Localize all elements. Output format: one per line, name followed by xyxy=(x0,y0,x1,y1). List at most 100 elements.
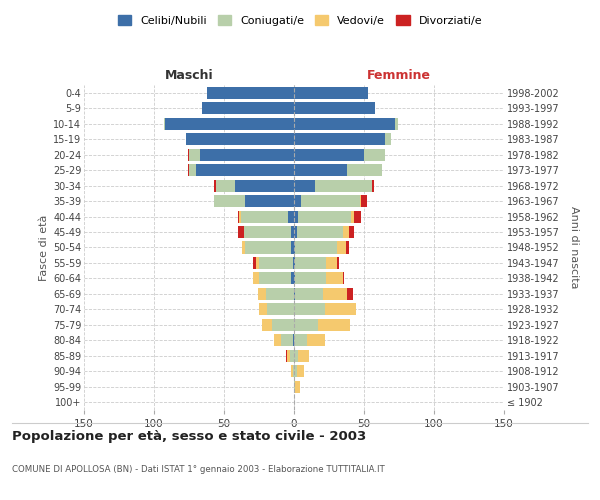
Bar xyxy=(165,118,294,130)
Bar xyxy=(253,272,259,284)
Bar xyxy=(295,381,299,393)
Bar xyxy=(294,180,315,192)
Bar xyxy=(295,242,337,254)
Bar xyxy=(186,133,294,145)
Bar xyxy=(298,350,310,362)
Bar xyxy=(385,133,391,145)
Bar xyxy=(207,86,294,99)
Bar xyxy=(245,195,294,207)
Bar xyxy=(343,226,349,238)
Bar xyxy=(214,195,245,207)
Y-axis label: Anni di nascita: Anni di nascita xyxy=(569,206,579,288)
Bar xyxy=(294,381,295,393)
Bar xyxy=(297,366,304,378)
Bar xyxy=(293,334,294,346)
Bar xyxy=(295,272,326,284)
Text: Femmine: Femmine xyxy=(367,70,431,82)
Bar xyxy=(242,242,245,254)
Bar xyxy=(253,257,256,269)
Bar xyxy=(259,257,293,269)
Bar xyxy=(294,226,297,238)
Text: COMUNE DI APOLLOSA (BN) - Dati ISTAT 1° gennaio 2003 - Elaborazione TUTTITALIA.I: COMUNE DI APOLLOSA (BN) - Dati ISTAT 1° … xyxy=(12,466,385,474)
Bar xyxy=(293,366,294,378)
Bar xyxy=(364,148,385,160)
Bar xyxy=(189,148,200,160)
Bar xyxy=(259,304,268,316)
Bar xyxy=(238,226,244,238)
Bar xyxy=(294,288,295,300)
Bar xyxy=(337,257,339,269)
Bar xyxy=(294,334,307,346)
Bar xyxy=(215,180,235,192)
Bar xyxy=(291,272,294,284)
Bar xyxy=(294,350,298,362)
Bar xyxy=(294,319,318,331)
Bar xyxy=(294,304,325,316)
Bar xyxy=(241,210,289,222)
Bar xyxy=(318,319,350,331)
Bar xyxy=(268,304,294,316)
Bar xyxy=(245,242,291,254)
Bar xyxy=(337,242,346,254)
Bar xyxy=(295,257,326,269)
Bar xyxy=(294,366,297,378)
Bar xyxy=(200,148,294,160)
Bar xyxy=(239,210,241,222)
Bar xyxy=(373,180,374,192)
Bar xyxy=(238,210,239,222)
Bar xyxy=(349,226,354,238)
Bar xyxy=(196,164,294,176)
Bar xyxy=(301,195,360,207)
Bar xyxy=(323,288,347,300)
Bar xyxy=(347,164,382,176)
Bar xyxy=(202,102,294,114)
Text: Maschi: Maschi xyxy=(164,70,214,82)
Bar xyxy=(291,242,294,254)
Bar xyxy=(244,226,291,238)
Bar xyxy=(307,334,325,346)
Bar xyxy=(290,350,294,362)
Bar xyxy=(257,288,266,300)
Bar xyxy=(291,366,293,378)
Bar xyxy=(188,148,189,160)
Bar xyxy=(315,180,373,192)
Bar xyxy=(294,164,347,176)
Bar xyxy=(294,118,395,130)
Bar xyxy=(294,102,375,114)
Bar xyxy=(291,226,294,238)
Bar xyxy=(343,272,344,284)
Bar xyxy=(325,304,356,316)
Bar xyxy=(293,257,294,269)
Bar xyxy=(281,334,293,346)
Bar xyxy=(360,195,361,207)
Y-axis label: Fasce di età: Fasce di età xyxy=(38,214,49,280)
Bar xyxy=(287,350,290,362)
Bar xyxy=(164,118,165,130)
Bar xyxy=(294,210,298,222)
Text: Popolazione per età, sesso e stato civile - 2003: Popolazione per età, sesso e stato civil… xyxy=(12,430,366,443)
Bar xyxy=(214,180,215,192)
Bar xyxy=(295,288,323,300)
Bar xyxy=(294,195,301,207)
Bar xyxy=(294,148,364,160)
Bar xyxy=(189,164,196,176)
Bar xyxy=(259,272,291,284)
Bar xyxy=(346,242,349,254)
Bar xyxy=(289,210,294,222)
Bar xyxy=(297,226,343,238)
Bar xyxy=(274,334,281,346)
Bar xyxy=(256,257,259,269)
Bar xyxy=(262,319,272,331)
Bar xyxy=(326,257,337,269)
Bar xyxy=(272,319,294,331)
Bar xyxy=(286,350,287,362)
Bar xyxy=(294,86,368,99)
Bar xyxy=(294,242,295,254)
Bar xyxy=(294,272,295,284)
Bar xyxy=(266,288,294,300)
Bar xyxy=(354,210,361,222)
Bar xyxy=(188,164,189,176)
Bar xyxy=(298,210,352,222)
Bar xyxy=(235,180,294,192)
Bar xyxy=(361,195,367,207)
